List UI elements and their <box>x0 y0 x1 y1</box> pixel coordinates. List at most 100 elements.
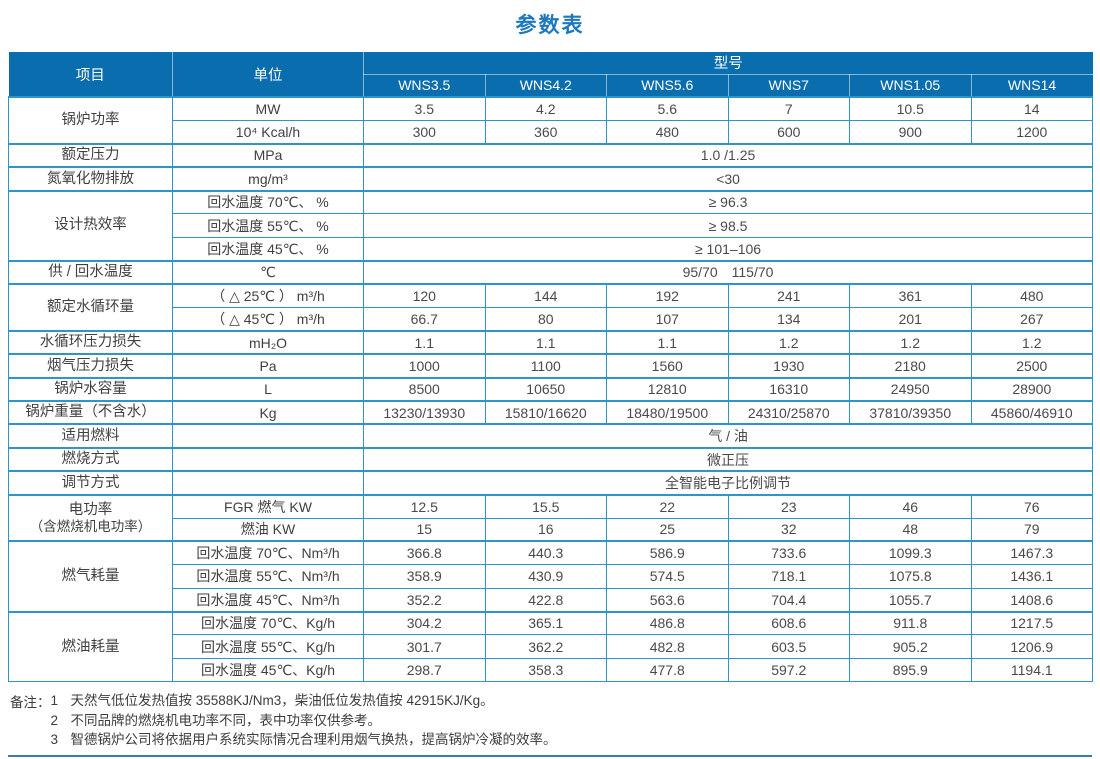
unit-cell: 回水温度 45℃、 % <box>172 236 364 262</box>
value-cell: 733.6 <box>727 540 850 566</box>
value-cell: 267 <box>970 307 1094 332</box>
item-cell: 氮氧化物排放 <box>8 166 173 192</box>
table-row: （ △ 45℃ ） m³/h 66.7 80 107 134 201 267 <box>9 307 1094 332</box>
table-row: 供 / 回水温度 ℃ 95/70 115/70 <box>8 259 1094 285</box>
value-cell: 603.5 <box>727 634 850 659</box>
table-row: 烟气压力损失 Pa 1000 1100 1560 1930 2180 2500 <box>8 353 1094 379</box>
value-cell: 480 <box>606 119 729 145</box>
unit-cell: 10⁴ Kcal/h <box>172 119 364 145</box>
table-row: 锅炉功率 MW 3.5 4.2 5.6 7 10.5 14 <box>8 95 1094 145</box>
value-cell: 300 <box>363 119 486 145</box>
value-cell: 1.2 <box>849 329 972 355</box>
item-sublabel: （含燃烧机电功率） <box>29 518 152 534</box>
value-cell: 12.5 <box>363 493 486 519</box>
value-cell: 1055.7 <box>849 587 972 613</box>
value-cell: 360 <box>484 119 607 145</box>
table-row: 回水温度 45℃、Kg/h 298.7 358.3 477.8 597.2 895.9 11… <box>9 657 1094 683</box>
value-cell: 900 <box>849 119 972 145</box>
unit-cell: mg/m³ <box>172 166 364 192</box>
note-text: 智德锅炉公司将依据用户系统实际情况合理利用烟气换热，提高锅炉冷凝的效率。 <box>70 732 557 748</box>
item-cell: 锅炉重量（不含水） <box>8 400 173 425</box>
value-cell: 301.7 <box>363 634 486 659</box>
value-cell: 600 <box>727 119 850 145</box>
item-label: 燃气耗量 <box>61 568 120 585</box>
item-cell: 供 / 回水温度 <box>8 259 173 285</box>
value-cell: 24310/25870 <box>727 400 850 425</box>
table-row: 燃烧方式 微正压 <box>8 446 1094 472</box>
value-cell: 22 <box>606 493 729 519</box>
item-label: 锅炉水容量 <box>54 381 127 398</box>
item-label: 锅炉功率 <box>61 112 120 129</box>
value-cell: 16310 <box>727 376 850 402</box>
value-cell: 10.5 <box>849 95 972 121</box>
table-row: 设计热效率 回水温度 70℃、 % ≥ 96.3 <box>8 189 1094 262</box>
value-cell: 1436.1 <box>970 564 1094 589</box>
span-value-cell: ≥ 98.5 <box>362 213 1094 238</box>
table-row: 额定压力 MPa 1.0 /1.25 <box>8 142 1094 168</box>
value-cell: 1467.3 <box>970 540 1094 566</box>
item-cell: 电功率 （含燃烧机电功率） <box>8 493 173 542</box>
value-cell: 1.1 <box>484 329 607 355</box>
column-header-item: 项目 <box>8 52 173 97</box>
notes-block: 备注： 1 天然气低位发热值按 35588KJ/Nm3，柴油低位发热值按 4291… <box>10 691 1092 750</box>
value-cell: 1194.1 <box>970 657 1094 683</box>
unit-cell <box>172 470 364 496</box>
spec-table-header: 项目 单位 型号 WNS3.5 WNS4.2 WNS5.6 WNS7 WNS1.05 WN… <box>8 52 1093 97</box>
table-row: 额定水循环量 （ △ 25℃ ） m³/h 120 144 192 241 361 480 <box>8 283 1094 332</box>
table-row: 调节方式 全智能电子比例调节 <box>8 470 1094 496</box>
value-cell: 12810 <box>606 376 729 402</box>
table-row: 燃油耗量 回水温度 70℃、Kg/h 304.2 365.1 486.8 608.6 911… <box>8 610 1094 683</box>
value-cell: 1.1 <box>606 329 729 355</box>
value-cell: 24950 <box>849 376 972 402</box>
table-row: 水循环压力损失 mH₂O 1.1 1.1 1.1 1.2 1.2 1.2 <box>8 329 1094 355</box>
value-cell: 107 <box>606 307 729 332</box>
unit-cell: 回水温度 55℃、Kg/h <box>172 634 364 659</box>
value-cell: 563.6 <box>606 587 729 613</box>
note-text: 不同品牌的燃烧机电功率不同，表中功率仅供参考。 <box>70 712 382 728</box>
value-cell: 1099.3 <box>849 540 972 566</box>
bottom-divider <box>8 754 1092 757</box>
note-line: 3 智德锅炉公司将依据用户系统实际情况合理利用烟气换热，提高锅炉冷凝的效率。 <box>51 730 557 750</box>
value-cell: 15 <box>363 517 486 542</box>
value-cell: 1560 <box>606 353 729 379</box>
item-label: 额定水循环量 <box>47 299 134 316</box>
table-row: 回水温度 55℃、Nm³/h 358.9 430.9 574.5 718.1 1075.8… <box>9 564 1094 589</box>
span-value-cell: ≥ 101–106 <box>362 236 1094 262</box>
item-cell: 额定压力 <box>8 142 173 168</box>
note-text: 天然气低位发热值按 35588KJ/Nm3，柴油低位发热值按 42915KJ/K… <box>70 693 494 709</box>
value-cell: 28900 <box>970 376 1094 402</box>
value-cell: 905.2 <box>849 634 972 659</box>
unit-cell: L <box>172 376 364 402</box>
value-cell: 10650 <box>484 376 607 402</box>
value-cell: 365.1 <box>484 610 607 636</box>
model-header: WNS1.05 <box>849 74 971 97</box>
value-cell: 586.9 <box>606 540 729 566</box>
value-cell: 14 <box>970 95 1094 121</box>
value-cell: 422.8 <box>484 587 607 613</box>
item-cell: 额定水循环量 <box>8 283 173 332</box>
item-cell: 适用燃料 <box>8 423 173 449</box>
span-value-cell: ≥ 96.3 <box>362 189 1094 215</box>
model-header: WNS14 <box>970 74 1093 97</box>
value-cell: 430.9 <box>484 564 607 589</box>
note-number: 1 <box>50 693 59 709</box>
value-cell: 241 <box>727 283 850 309</box>
item-label: 供 / 回水温度 <box>48 264 133 281</box>
value-cell: 440.3 <box>484 540 607 566</box>
value-cell: 1075.8 <box>849 564 972 589</box>
unit-cell: 回水温度 55℃、 % <box>172 213 364 238</box>
unit-cell: FGR 燃气 KW <box>172 493 364 519</box>
unit-cell: mH₂O <box>172 329 364 355</box>
value-cell: 15.5 <box>484 493 607 519</box>
value-cell: 298.7 <box>363 657 486 683</box>
model-header: WNS4.2 <box>484 74 607 97</box>
item-label: 燃烧方式 <box>61 451 120 468</box>
model-header: WNS7 <box>727 74 850 97</box>
value-cell: 4.2 <box>484 95 607 121</box>
model-header: WNS5.6 <box>606 74 728 97</box>
value-cell: 718.1 <box>727 564 850 589</box>
item-label: 氮氧化物排放 <box>47 170 134 187</box>
value-cell: 45860/46910 <box>970 400 1094 425</box>
value-cell: 25 <box>606 517 729 542</box>
